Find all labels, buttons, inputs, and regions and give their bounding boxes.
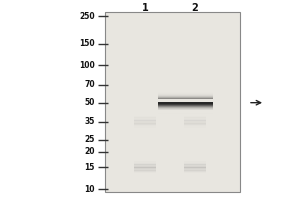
Text: 25: 25	[85, 135, 95, 144]
Bar	[184, 171, 206, 173]
Text: 35: 35	[85, 117, 95, 126]
Text: 10: 10	[85, 185, 95, 194]
Bar	[134, 169, 156, 171]
Bar	[134, 123, 156, 125]
Bar	[184, 161, 206, 163]
Bar	[134, 119, 156, 121]
Bar	[134, 120, 156, 122]
Bar	[134, 126, 156, 128]
Bar	[184, 116, 206, 118]
Bar	[158, 107, 212, 108]
Bar	[158, 98, 212, 99]
Text: 20: 20	[85, 147, 95, 156]
Bar	[158, 106, 212, 107]
Bar	[184, 166, 206, 168]
Bar	[158, 103, 212, 104]
Bar	[158, 104, 212, 105]
Text: 2: 2	[192, 3, 198, 13]
Bar	[184, 120, 206, 122]
Bar	[134, 117, 156, 119]
Bar	[134, 170, 156, 172]
Bar	[158, 94, 212, 95]
Bar	[134, 164, 156, 166]
Bar	[184, 167, 206, 169]
Bar	[134, 161, 156, 163]
Bar	[184, 122, 206, 124]
Text: 70: 70	[84, 80, 95, 89]
Bar	[158, 93, 212, 94]
Text: 50: 50	[85, 98, 95, 107]
Bar	[158, 105, 212, 106]
Bar	[184, 164, 206, 166]
Bar	[158, 97, 212, 98]
Bar	[184, 126, 206, 128]
Bar	[184, 170, 206, 172]
Bar	[184, 119, 206, 121]
Bar	[158, 92, 212, 93]
Text: 15: 15	[85, 163, 95, 172]
Bar	[105, 12, 240, 192]
Bar	[134, 124, 156, 126]
Text: 250: 250	[80, 12, 95, 21]
Bar	[184, 124, 206, 126]
Text: 150: 150	[80, 39, 95, 48]
Bar	[184, 163, 206, 165]
Bar	[184, 123, 206, 125]
Bar	[158, 102, 212, 103]
Bar	[134, 116, 156, 118]
Bar	[134, 122, 156, 124]
Bar	[134, 166, 156, 168]
Bar	[134, 167, 156, 169]
Bar	[184, 169, 206, 171]
Text: 1: 1	[142, 3, 148, 13]
Bar	[158, 96, 212, 97]
Bar	[134, 163, 156, 165]
Bar	[184, 117, 206, 119]
Bar	[158, 108, 212, 109]
Bar	[158, 113, 212, 114]
Bar	[158, 95, 212, 96]
Bar	[134, 171, 156, 173]
Bar	[158, 109, 212, 110]
Text: 100: 100	[79, 61, 95, 70]
